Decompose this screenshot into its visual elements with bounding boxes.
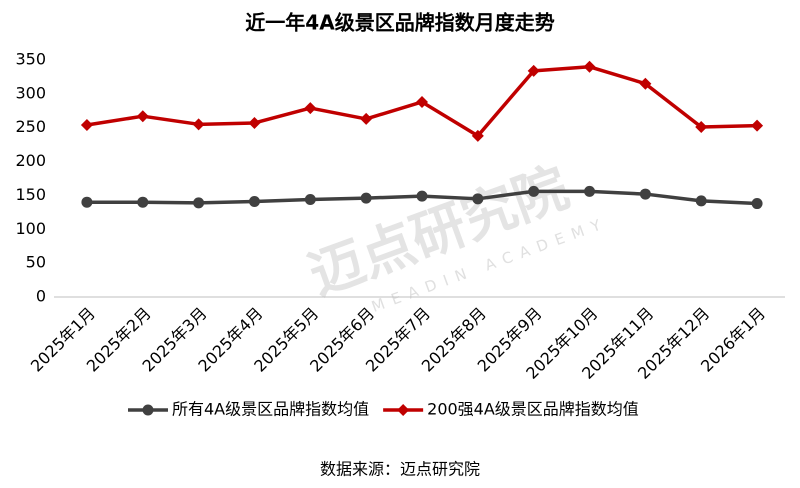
- y-tick-label: 350: [15, 50, 46, 69]
- y-tick-label: 150: [15, 185, 46, 204]
- point: [751, 198, 763, 210]
- point: [695, 121, 708, 134]
- point: [416, 95, 428, 108]
- point: [248, 116, 261, 129]
- point: [81, 196, 93, 208]
- source: 数据来源：迈点研究院: [320, 460, 480, 479]
- legend-marker: [397, 404, 410, 416]
- chart-title: 近一年4A级景区品牌指数月度走势: [245, 11, 554, 35]
- y-tick-label: 300: [15, 83, 46, 102]
- point: [639, 188, 651, 200]
- y-tick-label: 100: [15, 219, 46, 238]
- point: [583, 60, 596, 73]
- point: [416, 190, 428, 202]
- y-tick-label: 200: [15, 151, 46, 170]
- point: [360, 192, 372, 204]
- point: [193, 197, 205, 209]
- y-tick-label: 250: [15, 117, 46, 136]
- legend-marker: [142, 404, 154, 416]
- point: [472, 193, 484, 205]
- point: [80, 119, 93, 132]
- point: [192, 118, 205, 131]
- point: [695, 195, 707, 207]
- point: [527, 64, 540, 77]
- point: [137, 196, 149, 208]
- legend-label: 所有4A级景区品牌指数均值: [172, 400, 369, 419]
- y-tick-label: 0: [36, 287, 46, 306]
- point: [471, 129, 484, 142]
- point: [304, 102, 317, 115]
- point: [248, 196, 260, 208]
- point: [584, 185, 596, 197]
- point: [751, 119, 764, 132]
- point: [360, 112, 373, 125]
- y-tick-label: 50: [26, 253, 46, 272]
- point: [528, 185, 540, 197]
- point: [639, 77, 652, 90]
- point: [136, 110, 149, 123]
- legend-label: 200强4A级景区品牌指数均值: [427, 400, 639, 419]
- point: [304, 193, 316, 205]
